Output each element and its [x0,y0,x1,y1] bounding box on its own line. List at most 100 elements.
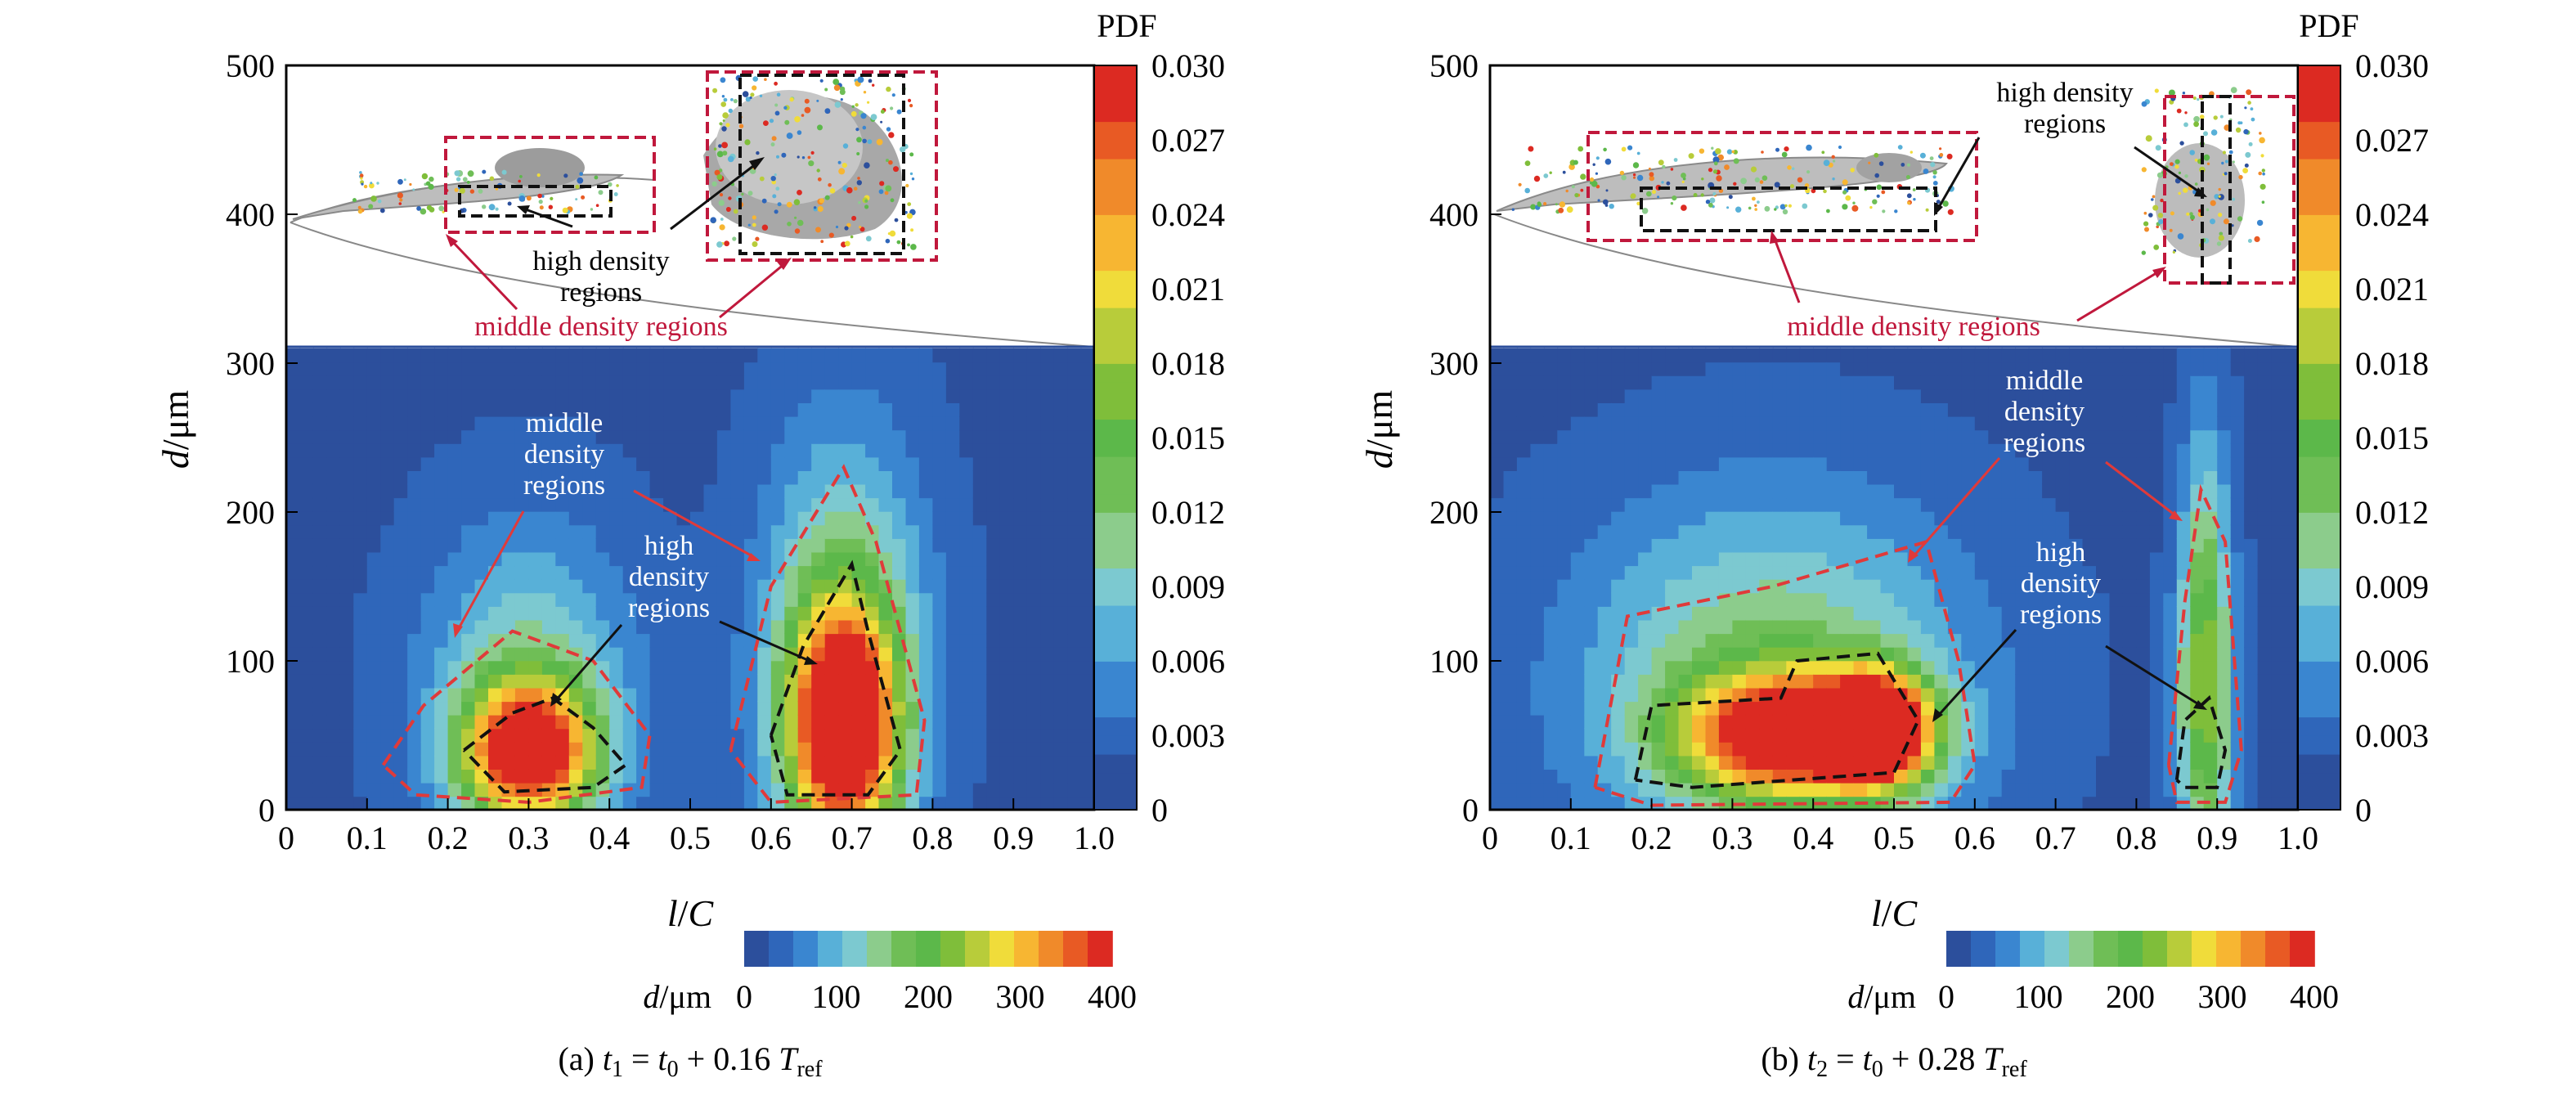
heat-cell [2230,456,2245,471]
heat-cell [595,497,610,512]
heat-cell [1826,755,1841,770]
heat-cell [838,415,853,431]
droplet-dot [2244,163,2249,168]
heat-cell [501,728,516,743]
heat-cell [918,714,934,730]
heat-cell [945,389,961,403]
heat-cell [1638,456,1653,471]
heat-cell [2015,389,2030,403]
heat-cell [1678,402,1693,417]
heat-cell [1053,714,1068,730]
heat-cell [851,728,866,743]
heat-cell [1732,429,1747,444]
heat-cell [622,728,637,743]
heat-cell [1745,742,1761,757]
heat-cell [447,510,462,526]
droplet-dot [896,109,902,115]
heat-cell [932,606,947,621]
heat-cell [2284,362,2298,376]
heat-cell [1570,565,1586,580]
heat-cell [824,701,839,716]
heat-cell [1638,362,1653,376]
heat-cell [1624,389,1639,403]
heat-cell [312,389,328,403]
size-bar-tick-label: 0 [736,978,752,1015]
heat-cell [461,389,476,403]
heat-cell [2230,375,2245,390]
heat-cell [757,551,772,567]
heat-cell [380,782,395,797]
heat-cell [2082,592,2097,607]
heat-cell [1947,443,1963,458]
heat-cell [649,687,664,703]
heat-cell [2176,674,2192,689]
heat-cell [1772,565,1788,580]
heat-cell [461,524,476,539]
heat-cell [663,660,678,675]
heat-cell [1516,578,1532,594]
heat-cell [1584,470,1599,485]
heat-cell [932,375,947,390]
heat-cell [865,443,880,458]
heat-cell [1040,375,1055,390]
heat-cell [1988,362,2003,376]
heat-cell [1907,578,1922,594]
heat-cell [1530,633,1545,648]
arrow-high-a2 [719,620,810,663]
droplet-dot [2178,191,2181,195]
heat-cell [918,483,934,499]
heat-cell [757,578,772,594]
heat-cell [1826,375,1841,390]
heat-cell [2163,524,2178,539]
heat-cell [1516,375,1532,390]
heat-cell [1611,497,1626,512]
heat-cell [2122,782,2138,797]
heat-cell [1799,660,1814,675]
heat-cell [2217,429,2232,444]
heat-cell [865,497,880,512]
heat-cell [1557,578,1572,594]
heat-cell [945,769,961,784]
heat-cell [353,510,368,526]
heat-cell [932,510,947,526]
heat-cell [541,348,557,363]
droplet-dot [1562,170,1566,174]
heat-cell [2096,646,2111,662]
heat-cell [2217,646,2232,662]
heat-cell [514,415,530,431]
heat-cell [824,362,839,376]
heat-cell [2082,782,2097,797]
heat-cell [797,470,812,485]
heat-cell [1557,619,1572,635]
heat-cell [959,348,974,363]
heat-cell [2001,497,2016,512]
heat-cell [434,633,449,648]
heat-cell [2082,483,2097,499]
heat-cell [1907,415,1922,431]
heat-cell [2096,619,2111,635]
heat-cell [986,456,1001,471]
droplet-dot [495,207,499,211]
heat-cell [541,470,557,485]
heat-cell [703,565,718,580]
heat-cell [434,470,449,485]
heat-cell [986,728,1001,743]
heat-cell [366,470,382,485]
heat-cell [393,524,408,539]
heat-cell [1732,497,1747,512]
droplet-dot [1636,201,1640,206]
heat-cell [1813,497,1828,512]
heat-cell [407,674,422,689]
heat-cell [1718,742,1734,757]
heat-cell [488,375,503,390]
droplet-dot [777,202,782,207]
heat-cell [528,674,543,689]
heat-cell [1759,714,1774,730]
heat-cell [1745,483,1761,499]
heat-cell [286,415,301,431]
heat-cell [514,524,530,539]
heat-cell [1745,538,1761,553]
heat-cell [2028,348,2043,363]
heat-cell [1543,510,1559,526]
droplet-dot [1673,158,1678,162]
